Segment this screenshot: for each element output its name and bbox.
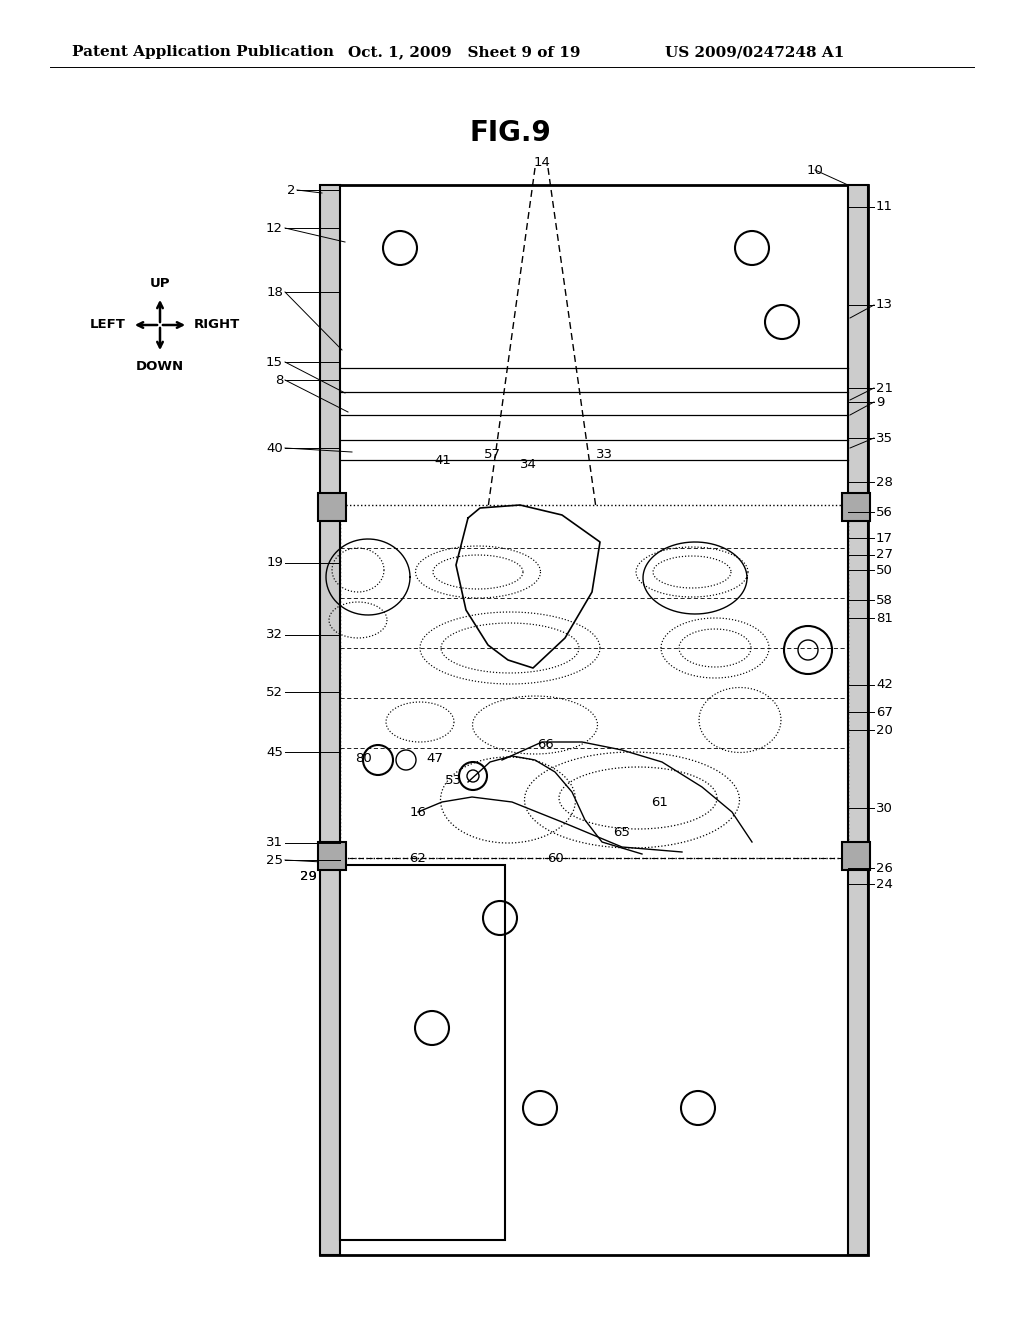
Text: 28: 28: [876, 475, 893, 488]
Text: 31: 31: [266, 837, 283, 850]
Text: 19: 19: [266, 557, 283, 569]
Bar: [340, 865, 505, 1239]
Bar: [318, 492, 346, 521]
Text: 32: 32: [266, 628, 283, 642]
Text: RIGHT: RIGHT: [194, 318, 241, 331]
Text: 26: 26: [876, 862, 893, 874]
Text: 58: 58: [876, 594, 893, 606]
Text: 35: 35: [876, 432, 893, 445]
Text: 18: 18: [266, 285, 283, 298]
Text: 47: 47: [427, 751, 443, 764]
Text: 13: 13: [876, 298, 893, 312]
Text: 30: 30: [876, 801, 893, 814]
Text: 53: 53: [444, 774, 462, 787]
Text: 52: 52: [266, 685, 283, 698]
Text: 65: 65: [613, 826, 631, 840]
Text: 14: 14: [534, 157, 551, 169]
Text: DOWN: DOWN: [136, 360, 184, 374]
Text: UP: UP: [150, 277, 170, 290]
Text: 20: 20: [876, 723, 893, 737]
Bar: [842, 492, 870, 521]
Text: 42: 42: [876, 678, 893, 692]
Text: 12: 12: [266, 222, 283, 235]
Text: 17: 17: [876, 532, 893, 544]
Text: Patent Application Publication: Patent Application Publication: [72, 45, 334, 59]
Text: 34: 34: [519, 458, 537, 470]
Text: 62: 62: [410, 851, 426, 865]
Text: 9: 9: [876, 396, 885, 408]
Text: 8: 8: [274, 374, 283, 387]
Text: 66: 66: [537, 738, 553, 751]
Text: Oct. 1, 2009   Sheet 9 of 19: Oct. 1, 2009 Sheet 9 of 19: [348, 45, 581, 59]
Text: 33: 33: [596, 447, 612, 461]
Text: 61: 61: [651, 796, 669, 808]
Text: 24: 24: [876, 878, 893, 891]
Text: 11: 11: [876, 201, 893, 214]
Text: 29: 29: [300, 870, 316, 883]
Text: 29: 29: [300, 870, 316, 883]
Bar: [319, 185, 340, 1255]
Text: 45: 45: [266, 746, 283, 759]
Text: 27: 27: [876, 549, 893, 561]
Text: 50: 50: [876, 564, 893, 577]
Bar: [842, 842, 870, 870]
Bar: [319, 185, 868, 1255]
Text: 80: 80: [355, 751, 373, 764]
Text: 57: 57: [483, 447, 501, 461]
Text: 21: 21: [876, 381, 893, 395]
Text: US 2009/0247248 A1: US 2009/0247248 A1: [665, 45, 845, 59]
Text: 41: 41: [434, 454, 452, 466]
Bar: [340, 506, 848, 858]
Text: 67: 67: [876, 705, 893, 718]
Text: 40: 40: [266, 441, 283, 454]
Text: FIG.9: FIG.9: [469, 119, 551, 147]
Bar: [848, 185, 868, 1255]
Text: 25: 25: [266, 854, 283, 866]
Text: 2: 2: [287, 183, 295, 197]
Text: 10: 10: [807, 164, 823, 177]
Text: 60: 60: [548, 851, 564, 865]
Text: 56: 56: [876, 506, 893, 519]
Bar: [318, 842, 346, 870]
Text: LEFT: LEFT: [90, 318, 126, 331]
Text: 81: 81: [876, 611, 893, 624]
Text: 16: 16: [410, 805, 426, 818]
Text: 15: 15: [266, 355, 283, 368]
